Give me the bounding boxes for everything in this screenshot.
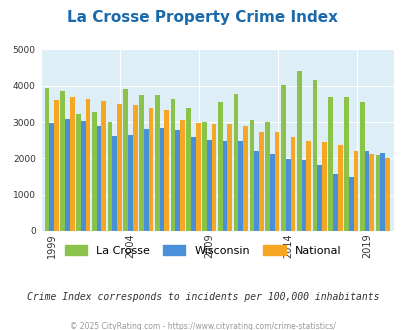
Bar: [332, 174, 337, 231]
Bar: [117, 104, 121, 231]
Bar: [170, 98, 175, 231]
Bar: [191, 137, 196, 231]
Bar: [249, 120, 254, 231]
Bar: [155, 95, 159, 231]
Bar: [123, 89, 128, 231]
Bar: [264, 122, 269, 231]
Bar: [227, 123, 232, 231]
Bar: [375, 155, 379, 231]
Bar: [317, 165, 321, 231]
Bar: [274, 132, 279, 231]
Text: © 2025 CityRating.com - https://www.cityrating.com/crime-statistics/: © 2025 CityRating.com - https://www.city…: [70, 322, 335, 330]
Bar: [175, 130, 180, 231]
Bar: [353, 151, 358, 231]
Legend: La Crosse, Wisconsin, National: La Crosse, Wisconsin, National: [60, 241, 345, 260]
Bar: [290, 137, 294, 231]
Bar: [211, 123, 216, 231]
Bar: [148, 108, 153, 231]
Bar: [49, 123, 54, 231]
Bar: [85, 99, 90, 231]
Bar: [81, 121, 85, 231]
Bar: [180, 120, 184, 231]
Bar: [348, 177, 353, 231]
Text: Crime Index corresponds to incidents per 100,000 inhabitants: Crime Index corresponds to incidents per…: [27, 292, 378, 302]
Bar: [112, 136, 117, 231]
Bar: [269, 154, 274, 231]
Bar: [132, 105, 137, 231]
Bar: [202, 122, 207, 231]
Text: La Crosse Property Crime Index: La Crosse Property Crime Index: [67, 10, 338, 25]
Bar: [139, 94, 143, 231]
Bar: [96, 126, 101, 231]
Bar: [328, 97, 332, 231]
Bar: [54, 100, 59, 231]
Bar: [207, 140, 211, 231]
Bar: [233, 94, 238, 231]
Bar: [164, 110, 169, 231]
Bar: [143, 129, 148, 231]
Bar: [76, 114, 81, 231]
Bar: [359, 102, 364, 231]
Bar: [296, 71, 301, 231]
Bar: [65, 119, 70, 231]
Bar: [217, 102, 222, 231]
Bar: [364, 151, 369, 231]
Bar: [243, 126, 247, 231]
Bar: [101, 101, 106, 231]
Bar: [159, 127, 164, 231]
Bar: [280, 85, 285, 231]
Bar: [337, 145, 342, 231]
Bar: [222, 141, 227, 231]
Bar: [305, 141, 310, 231]
Bar: [285, 159, 290, 231]
Bar: [312, 80, 317, 231]
Bar: [186, 108, 191, 231]
Bar: [60, 91, 65, 231]
Bar: [369, 154, 373, 231]
Bar: [379, 153, 384, 231]
Bar: [107, 122, 112, 231]
Bar: [384, 158, 389, 231]
Bar: [238, 141, 243, 231]
Bar: [196, 123, 200, 231]
Bar: [258, 132, 263, 231]
Bar: [92, 112, 96, 231]
Bar: [321, 142, 326, 231]
Bar: [45, 87, 49, 231]
Bar: [343, 97, 348, 231]
Bar: [128, 135, 132, 231]
Bar: [70, 97, 75, 231]
Bar: [301, 160, 305, 231]
Bar: [254, 151, 258, 231]
